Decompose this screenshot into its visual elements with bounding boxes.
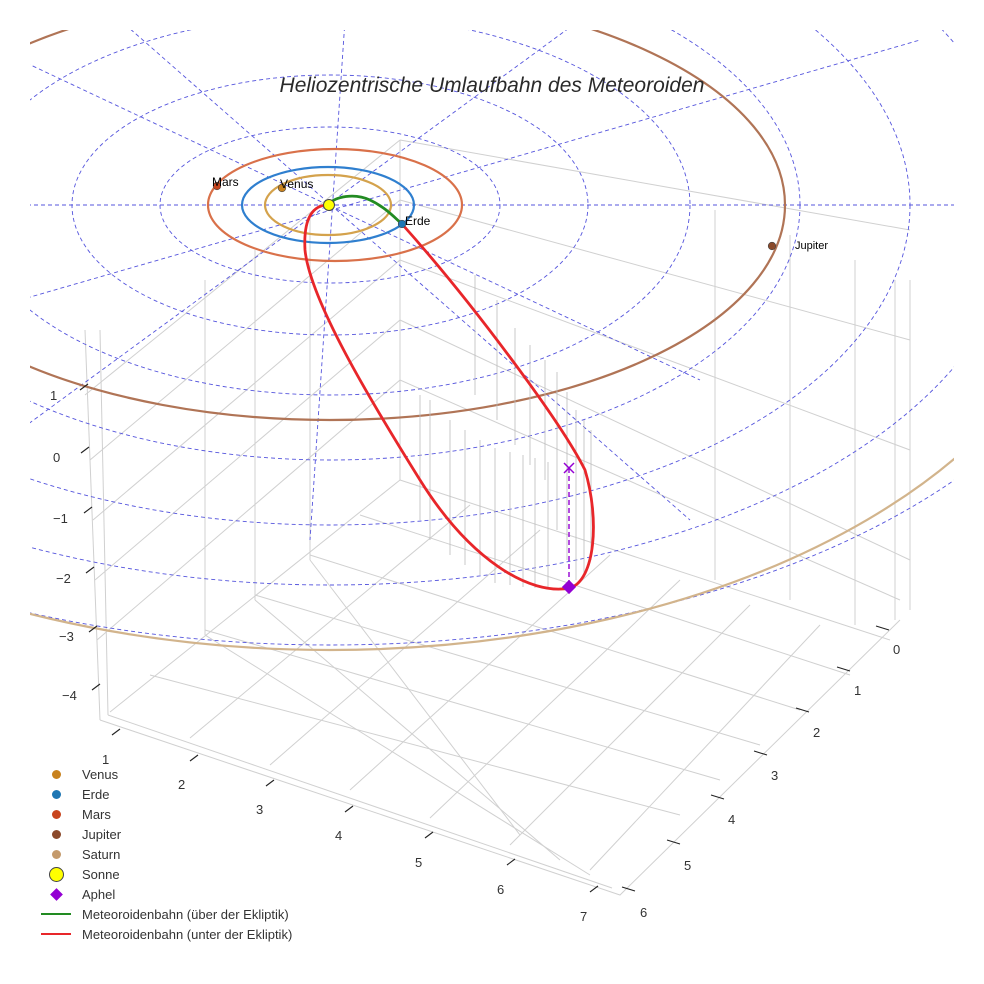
ecliptic-polar-grid — [30, 30, 954, 646]
sun-icon — [48, 866, 64, 882]
x-tick-label: 4 — [728, 812, 735, 827]
venus-dot-icon — [51, 769, 61, 779]
legend-label: Mars — [82, 806, 111, 822]
mars-marker[interactable] — [212, 181, 222, 191]
venus-label: Venus — [280, 177, 313, 191]
y-tick-label: 3 — [256, 802, 263, 817]
legend-label: Erde — [82, 786, 110, 802]
legend-item-orbit-below[interactable]: Meteoroidenbahn (unter der Ekliptik) — [38, 924, 292, 944]
mars-orbit — [206, 147, 464, 263]
legend-label: Meteoroidenbahn (unter der Ekliptik) — [82, 926, 293, 942]
legend-item-mars[interactable]: Mars — [38, 804, 292, 824]
erde-orbit — [240, 165, 416, 245]
red-line-icon — [41, 933, 71, 935]
meteoroid-orbit-above — [326, 194, 403, 226]
y-tick-label: 2 — [178, 777, 185, 792]
x-tick-label: 2 — [813, 725, 820, 740]
sun-marker[interactable] — [323, 199, 335, 211]
legend-label: Jupiter — [82, 826, 122, 842]
z-tick-label: −3 — [59, 629, 74, 644]
x-tick-label: 3 — [771, 768, 778, 783]
jupiter-label: Jupiter — [795, 240, 828, 252]
erde-label: Erde — [405, 214, 431, 228]
drop-lines — [419, 275, 592, 589]
legend-item-erde[interactable]: Erde — [38, 784, 292, 804]
legend: Venus Erde Mars Jupiter Saturn Sonne Aph… — [38, 764, 292, 944]
legend-item-venus[interactable]: Venus — [38, 764, 292, 784]
legend-label: Aphel — [82, 886, 116, 902]
legend-label: Sonne — [82, 866, 120, 882]
legend-label: Venus — [82, 766, 119, 782]
z-tick-label: 0 — [53, 450, 60, 465]
legend-item-jupiter[interactable]: Jupiter — [38, 824, 292, 844]
saturn-orbit — [30, 457, 954, 651]
z-tick-label: −2 — [56, 571, 71, 586]
legend-item-saturn[interactable]: Saturn — [38, 844, 292, 864]
y-tick-label: 4 — [335, 828, 342, 843]
y-tick-label: 1 — [102, 752, 109, 767]
diamond-icon — [49, 887, 63, 901]
x-tick-label: 5 — [684, 858, 691, 873]
green-line-icon — [41, 913, 71, 915]
legend-label: Saturn — [82, 846, 121, 862]
venus-marker[interactable] — [277, 183, 287, 193]
z-tick-label: −1 — [53, 511, 68, 526]
x-tick-label: 1 — [854, 683, 861, 698]
y-tick-label: 6 — [497, 882, 504, 897]
mars-label: Mars — [212, 175, 239, 189]
z-tick-label: −4 — [62, 688, 77, 703]
x-tick-label: 0 — [893, 642, 900, 657]
legend-item-aphel[interactable]: Aphel — [38, 884, 292, 904]
aphel-marker[interactable] — [561, 579, 577, 595]
venus-orbit — [263, 173, 393, 237]
erde-marker[interactable] — [397, 219, 407, 229]
erde-dot-icon — [51, 789, 61, 799]
jupiter-orbit — [30, 30, 786, 422]
y-tick-label: 5 — [415, 855, 422, 870]
aphel-projection-cross — [563, 462, 575, 474]
x-tick-label: 6 — [640, 905, 647, 920]
axis-ticks — [79, 383, 890, 893]
legend-label: Meteoroidenbahn (über der Ekliptik) — [82, 906, 289, 922]
jupiter-dot-icon — [51, 829, 61, 839]
y-tick-label: 7 — [580, 909, 587, 924]
z-tick-label: 1 — [50, 388, 57, 403]
legend-item-orbit-above[interactable]: Meteoroidenbahn (über der Ekliptik) — [38, 904, 292, 924]
legend-item-sonne[interactable]: Sonne — [38, 864, 292, 884]
saturn-dot-icon — [51, 849, 61, 859]
jupiter-marker[interactable] — [767, 241, 777, 251]
meteoroid-orbit-below — [303, 203, 595, 591]
mars-dot-icon — [51, 809, 61, 819]
